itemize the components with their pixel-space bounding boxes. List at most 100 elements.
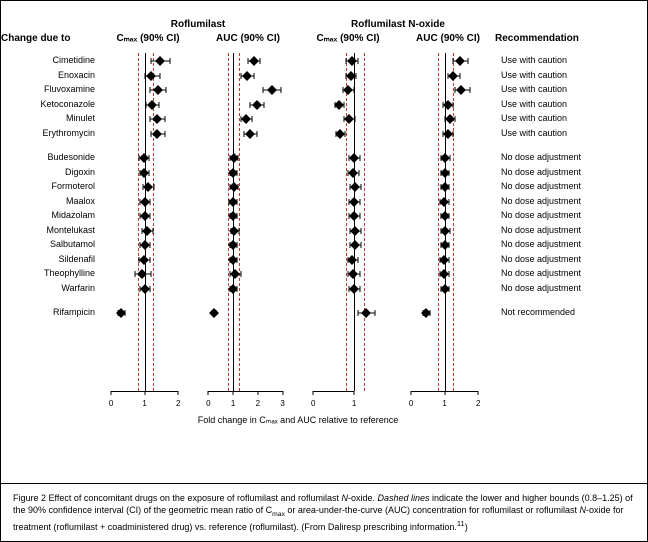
drug-label: Montelukast (1, 225, 95, 235)
drug-label: Erythromycin (1, 128, 95, 138)
drug-label: Salbutamol (1, 239, 95, 249)
ref-line (354, 53, 355, 391)
tick (257, 391, 258, 395)
ci-cap (374, 310, 375, 316)
ci-cap (254, 73, 255, 79)
ref-line (233, 53, 234, 391)
tick (144, 391, 145, 395)
ci-cap (241, 271, 242, 277)
ci-bound-line (138, 53, 139, 391)
ci-cap (151, 271, 152, 277)
tick (444, 391, 445, 395)
ci-cap (359, 213, 360, 219)
ci-cap (359, 199, 360, 205)
ci-cap (150, 242, 151, 248)
tick (282, 391, 283, 395)
ci-cap (256, 131, 257, 137)
ci-cap (153, 228, 154, 234)
drug-label: Formoterol (1, 181, 95, 191)
drug-label: Warfarin (1, 283, 95, 293)
drug-label: Budesonide (1, 152, 95, 162)
ci-bound-line (239, 53, 240, 391)
x-axis (208, 391, 282, 392)
drug-label: Maalox (1, 196, 95, 206)
ci-cap (454, 87, 455, 93)
tick-label: 1 (352, 399, 356, 408)
ci-bound-line (346, 53, 347, 391)
ci-cap (158, 102, 159, 108)
ci-cap (159, 73, 160, 79)
ci-cap (358, 310, 359, 316)
tick-label: 2 (256, 399, 260, 408)
ci-cap (281, 87, 282, 93)
ci-cap (262, 87, 263, 93)
drug-label: Cimetidine (1, 55, 95, 65)
tick-label: 3 (280, 399, 284, 408)
drug-label: Theophylline (1, 268, 95, 278)
ci-cap (165, 116, 166, 122)
ci-cap (358, 58, 359, 64)
ci-cap (154, 184, 155, 190)
tick (111, 391, 112, 395)
drug-label: Ketoconazole (1, 99, 95, 109)
drug-label: Enoxacin (1, 70, 95, 80)
tick (354, 391, 355, 395)
recommendation-label: No dose adjustment (501, 268, 625, 278)
tick (233, 391, 234, 395)
figure-container: Change due toRecommendationRoflumilastRo… (0, 0, 648, 542)
recommendation-label: Use with caution (501, 99, 625, 109)
tick-label: 0 (409, 399, 413, 408)
recommendation-label: No dose adjustment (501, 254, 625, 264)
ci-cap (165, 131, 166, 137)
ci-bound-line (438, 53, 439, 391)
recommendation-label: Use with caution (501, 128, 625, 138)
tick-label: 0 (206, 399, 210, 408)
ci-cap (149, 155, 150, 161)
ci-cap (359, 155, 360, 161)
drug-label: Sildenafil (1, 254, 95, 264)
drug-label: Rifampicin (1, 307, 95, 317)
ci-cap (149, 87, 150, 93)
ci-cap (260, 58, 261, 64)
ci-cap (459, 73, 460, 79)
ci-cap (354, 87, 355, 93)
recommendation-label: Use with caution (501, 84, 625, 94)
ci-cap (251, 116, 252, 122)
ci-cap (166, 87, 167, 93)
recommendation-label: Not recommended (501, 307, 625, 317)
ci-cap (358, 257, 359, 263)
tick (313, 391, 314, 395)
recommendation-label: Use with caution (501, 113, 625, 123)
recommendation-label: No dose adjustment (501, 181, 625, 191)
ci-cap (134, 271, 135, 277)
recommendation-label: No dose adjustment (501, 225, 625, 235)
axis-caption: Fold change in Cₘₐₓ and AUC relative to … (101, 415, 495, 426)
tick-label: 2 (476, 399, 480, 408)
ci-cap (453, 58, 454, 64)
tick-label: 1 (231, 399, 235, 408)
recommendation-label: No dose adjustment (501, 152, 625, 162)
x-axis (313, 391, 354, 392)
figure-caption: Figure 2 Effect of concomitant drugs on … (1, 483, 647, 541)
ci-cap (359, 170, 360, 176)
recommendation-label: No dose adjustment (501, 167, 625, 177)
tick (208, 391, 209, 395)
drug-label: Digoxin (1, 167, 95, 177)
recommendation-label: No dose adjustment (501, 210, 625, 220)
drug-label: Fluvoxamine (1, 84, 95, 94)
ci-cap (359, 286, 360, 292)
ci-bound-line (364, 53, 365, 391)
recommendation-label: Use with caution (501, 55, 625, 65)
tick (178, 391, 179, 395)
ci-bound-line (228, 53, 229, 391)
ci-cap (468, 58, 469, 64)
drug-label: Midazolam (1, 210, 95, 220)
recommendation-label: Use with caution (501, 70, 625, 80)
tick-label: 0 (311, 399, 315, 408)
ci-cap (469, 87, 470, 93)
drug-label: Minulet (1, 113, 95, 123)
forest-plot: Change due toRecommendationRoflumilastRo… (1, 1, 647, 483)
ci-cap (151, 58, 152, 64)
recommendation-label: No dose adjustment (501, 196, 625, 206)
tick (411, 391, 412, 395)
